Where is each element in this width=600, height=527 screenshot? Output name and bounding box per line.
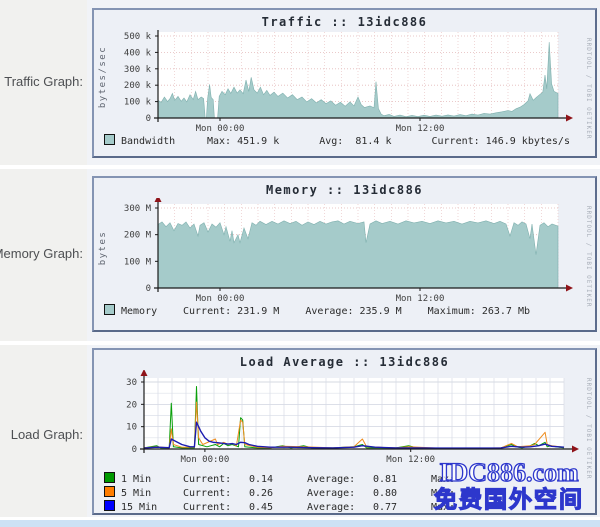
svg-text:bytes: bytes [98,231,108,266]
memory-legend: Memory Current: 231.9 M Average: 235.9 M Ma… [94,304,595,317]
svg-text:300 M: 300 M [124,204,152,214]
load-legend-row-1min: 1 Min Current: 0.14 Average: 0.81 Max: [94,472,595,486]
svg-text:100 k: 100 k [124,98,152,108]
traffic-row: Traffic Graph: Traffic :: 13idc886 0 100 … [0,0,600,165]
memory-graph-label: Memory Graph: [0,246,83,261]
memory-maximum: Maximum: 263.7 Mb [427,306,531,317]
svg-text:300 k: 300 k [124,65,152,75]
traffic-avg: Avg: 81.4 k [319,136,392,147]
rrdtool-watermark: RRDTOOL / TOBI OETIKER [585,378,592,480]
traffic-chart-title: Traffic :: 13idc886 [261,15,428,29]
svg-text:200 k: 200 k [124,81,152,91]
memory-row: Memory Graph: Memory :: 13idc886 0 100 M 2… [0,169,600,341]
svg-text:Mon 12:00: Mon 12:00 [386,455,435,465]
svg-text:Mon 12:00: Mon 12:00 [396,124,445,132]
load-legend-row-5min: 5 Min Current: 0.26 Average: 0.80 Max: [94,486,595,500]
max-label: Max: [431,474,456,485]
memory-label-cell: Memory Graph: [0,169,87,341]
load-chart-title: Load Average :: 13idc886 [239,355,450,369]
load-legend-row-15min: 15 Min Current: 0.45 Average: 0.77 Max: [94,500,595,513]
svg-text:Mon 12:00: Mon 12:00 [396,294,445,302]
current-label: Current: [183,502,232,513]
15min-average: 0.77 [373,502,398,513]
memory-current: Current: 231.9 M [183,306,280,317]
5min-average: 0.80 [373,488,398,499]
traffic-graph-label: Traffic Graph: [4,74,83,89]
bandwidth-swatch-icon [104,134,115,145]
15min-current: 0.45 [249,502,274,513]
traffic-label-cell: Traffic Graph: [0,0,87,165]
5min-swatch-icon [104,486,115,497]
memory-swatch-icon [104,304,115,315]
rrdtool-watermark: RRDTOOL / TOBI OETIKER [585,38,592,140]
traffic-graph-panel[interactable]: Traffic :: 13idc886 0 100 k 200 k 300 k 400 … [92,8,597,158]
5min-current: 0.26 [249,488,274,499]
load-row: Load Graph: Load Average :: 13idc886 0 10… [0,345,600,517]
average-label: Average: [307,474,356,485]
max-label: Max: [431,502,456,513]
1min-swatch-icon [104,472,115,483]
svg-text:500 k: 500 k [124,32,152,42]
current-label: Current: [183,474,232,485]
max-label: Max: [431,488,456,499]
5min-name: 5 Min [121,488,152,499]
1min-name: 1 Min [121,474,152,485]
svg-text:Mon 00:00: Mon 00:00 [181,455,230,465]
traffic-graph-cell: Traffic :: 13idc886 0 100 k 200 k 300 k 400 … [87,0,600,165]
load-legend: 1 Min Current: 0.14 Average: 0.81 Max: 5 Min C… [94,472,595,513]
traffic-chart[interactable]: 0 100 k 200 k 300 k 400 k 500 k Mon 00:00 Mon 1… [94,30,595,132]
15min-name: 15 Min [121,502,158,513]
svg-text:0: 0 [132,445,137,455]
load-graph-label: Load Graph: [10,427,83,442]
svg-text:0: 0 [146,114,151,124]
current-label: Current: [183,488,232,499]
traffic-current: Current: 146.9 kbytes/s [431,136,570,147]
bandwidth-legend-name: Bandwidth [121,136,176,147]
traffic-max: Max: 451.9 k [207,136,280,147]
svg-text:20: 20 [126,400,137,410]
svg-text:200 M: 200 M [124,231,152,241]
load-label-cell: Load Graph: [0,345,87,517]
average-label: Average: [307,488,356,499]
traffic-legend: Bandwidth Max: 451.9 k Avg: 81.4 k Current:… [94,134,595,147]
bottom-accent-bar [0,517,600,527]
svg-text:Mon 00:00: Mon 00:00 [196,124,245,132]
memory-legend-name: Memory [121,306,158,317]
1min-current: 0.14 [249,474,274,485]
memory-average: Average: 235.9 M [305,306,402,317]
svg-text:30: 30 [126,378,137,388]
memory-chart[interactable]: 0 100 M 200 M 300 M Mon 00:00 Mon 12:00 bytes [94,198,595,302]
load-chart[interactable]: 0 10 20 30 Mon 00:00 Mon 12:00 [94,370,595,466]
average-label: Average: [307,502,356,513]
15min-swatch-icon [104,500,115,511]
1min-average: 0.81 [373,474,398,485]
svg-text:10: 10 [126,423,137,433]
svg-text:400 k: 400 k [124,48,152,58]
svg-text:100 M: 100 M [124,257,152,267]
memory-chart-title: Memory :: 13idc886 [265,183,424,197]
rrdtool-watermark: RRDTOOL / TOBI OETIKER [585,206,592,308]
svg-text:0: 0 [146,284,151,294]
svg-text:Mon 00:00: Mon 00:00 [196,294,245,302]
svg-text:bytes/sec: bytes/sec [98,46,108,108]
